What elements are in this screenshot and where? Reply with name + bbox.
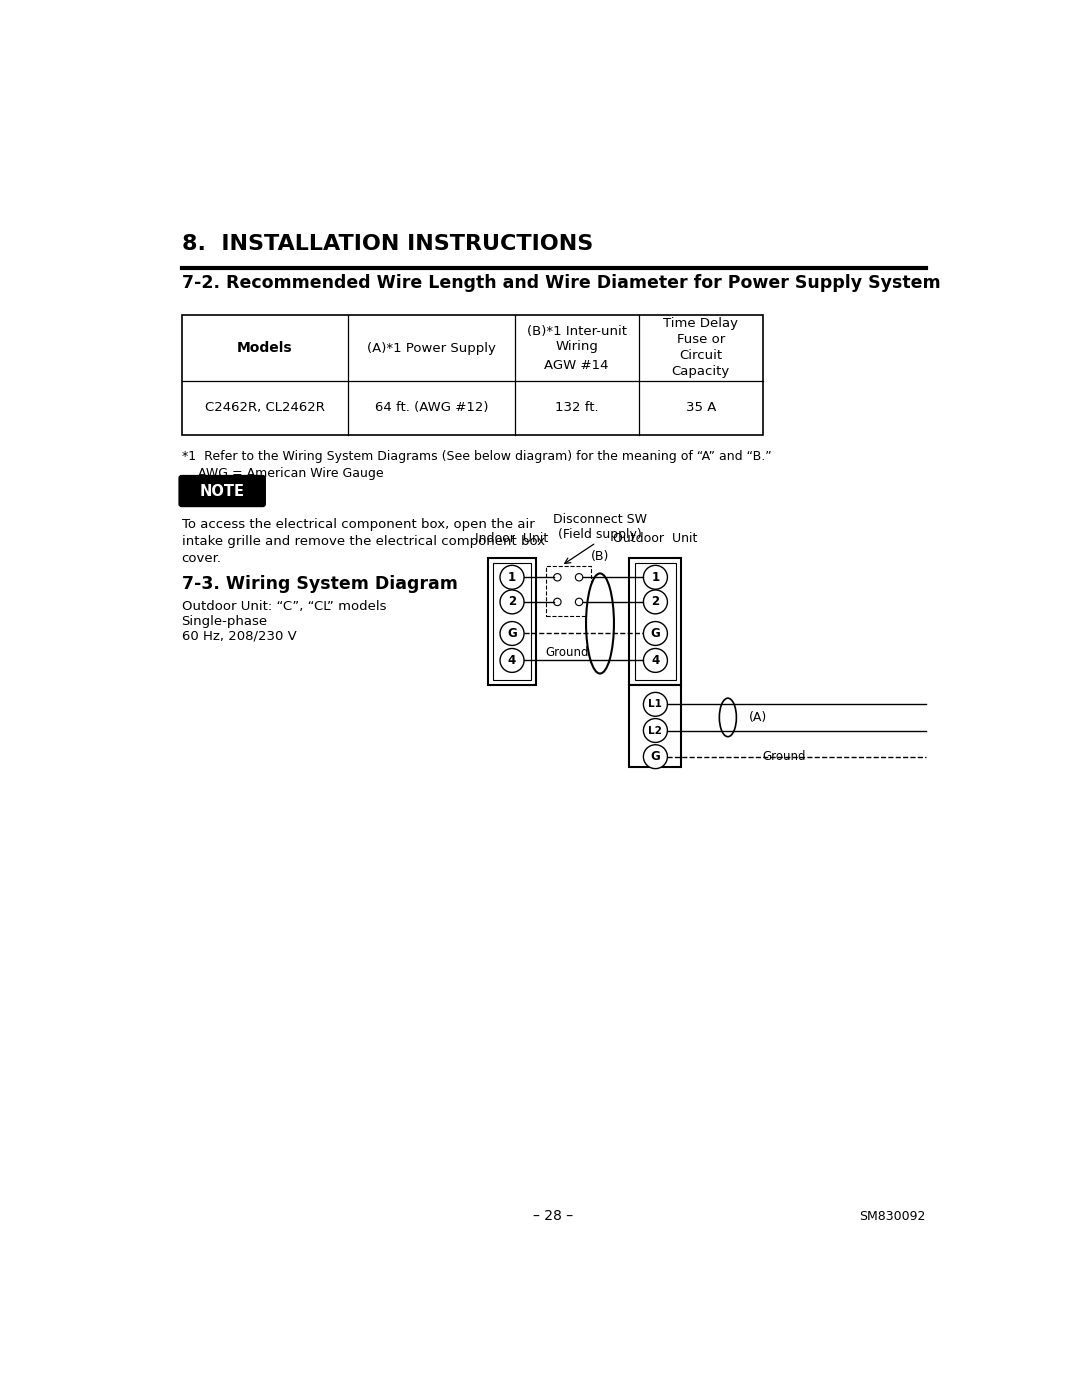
Text: 4: 4 (651, 654, 660, 666)
Text: 64 ft. (AWG #12): 64 ft. (AWG #12) (375, 401, 488, 415)
Text: 35 A: 35 A (686, 401, 716, 415)
Text: Fuse or: Fuse or (677, 334, 725, 346)
Text: (A)*1 Power Supply: (A)*1 Power Supply (367, 342, 496, 355)
Text: – 28 –: – 28 – (534, 1210, 573, 1224)
Text: Ground: Ground (762, 750, 807, 763)
Text: Single-phase: Single-phase (181, 615, 268, 629)
Text: (B): (B) (591, 550, 609, 563)
Bar (630, 557, 681, 685)
Text: *1  Refer to the Wiring System Diagrams (See below diagram) for the meaning of “: *1 Refer to the Wiring System Diagrams (… (181, 450, 771, 464)
Circle shape (644, 745, 667, 768)
Ellipse shape (719, 698, 737, 736)
Text: Capacity: Capacity (672, 365, 730, 377)
Text: AGW #14: AGW #14 (544, 359, 609, 372)
Text: G: G (508, 627, 517, 640)
Bar (181, 316, 762, 434)
Circle shape (644, 718, 667, 742)
Bar (635, 563, 676, 680)
Text: SM830092: SM830092 (859, 1210, 926, 1222)
Circle shape (500, 590, 524, 613)
Text: Disconnect SW: Disconnect SW (553, 513, 647, 525)
Circle shape (500, 566, 524, 590)
Text: Outdoor  Unit: Outdoor Unit (612, 532, 698, 545)
Text: Time Delay: Time Delay (663, 317, 739, 330)
Text: 2: 2 (651, 595, 660, 609)
Bar (630, 685, 681, 767)
Text: L1: L1 (648, 700, 662, 710)
Circle shape (644, 648, 667, 672)
Text: C2462R, CL2462R: C2462R, CL2462R (205, 401, 325, 415)
Text: L2: L2 (648, 725, 662, 735)
Text: Indoor  Unit: Indoor Unit (475, 532, 549, 545)
Text: 132 ft.: 132 ft. (555, 401, 598, 415)
Circle shape (554, 598, 562, 606)
Text: G: G (650, 750, 660, 763)
Circle shape (554, 574, 562, 581)
Ellipse shape (586, 573, 613, 673)
Text: (B)*1 Inter-unit: (B)*1 Inter-unit (527, 324, 626, 338)
Circle shape (576, 574, 583, 581)
Text: Wiring: Wiring (555, 339, 598, 353)
FancyBboxPatch shape (178, 475, 266, 507)
Circle shape (644, 590, 667, 613)
Text: Circuit: Circuit (679, 349, 723, 362)
Text: Ground: Ground (545, 645, 590, 659)
Text: 1: 1 (508, 571, 516, 584)
Circle shape (576, 598, 583, 606)
Text: To access the electrical component box, open the air
intake grille and remove th: To access the electrical component box, … (181, 518, 544, 564)
Text: 4: 4 (508, 654, 516, 666)
Bar (488, 557, 537, 685)
Circle shape (644, 693, 667, 717)
Text: 2: 2 (508, 595, 516, 609)
Circle shape (644, 566, 667, 590)
Text: 60 Hz, 208/230 V: 60 Hz, 208/230 V (181, 630, 296, 643)
Bar (545, 566, 591, 616)
Text: 8.  INSTALLATION INSTRUCTIONS: 8. INSTALLATION INSTRUCTIONS (181, 233, 593, 254)
Text: G: G (650, 627, 660, 640)
Text: AWG = American Wire Gauge: AWG = American Wire Gauge (181, 467, 383, 481)
Bar (494, 563, 531, 680)
Text: Outdoor Unit: “C”, “CL” models: Outdoor Unit: “C”, “CL” models (181, 599, 386, 613)
Text: (A): (A) (748, 711, 767, 724)
Text: 7-2. Recommended Wire Length and Wire Diameter for Power Supply System: 7-2. Recommended Wire Length and Wire Di… (181, 274, 940, 292)
Circle shape (500, 648, 524, 672)
Circle shape (500, 622, 524, 645)
Text: Models: Models (237, 341, 293, 355)
Text: (Field supply): (Field supply) (558, 528, 642, 541)
Text: NOTE: NOTE (200, 483, 245, 499)
Text: 7-3. Wiring System Diagram: 7-3. Wiring System Diagram (181, 576, 457, 592)
Circle shape (644, 622, 667, 645)
Text: 1: 1 (651, 571, 660, 584)
